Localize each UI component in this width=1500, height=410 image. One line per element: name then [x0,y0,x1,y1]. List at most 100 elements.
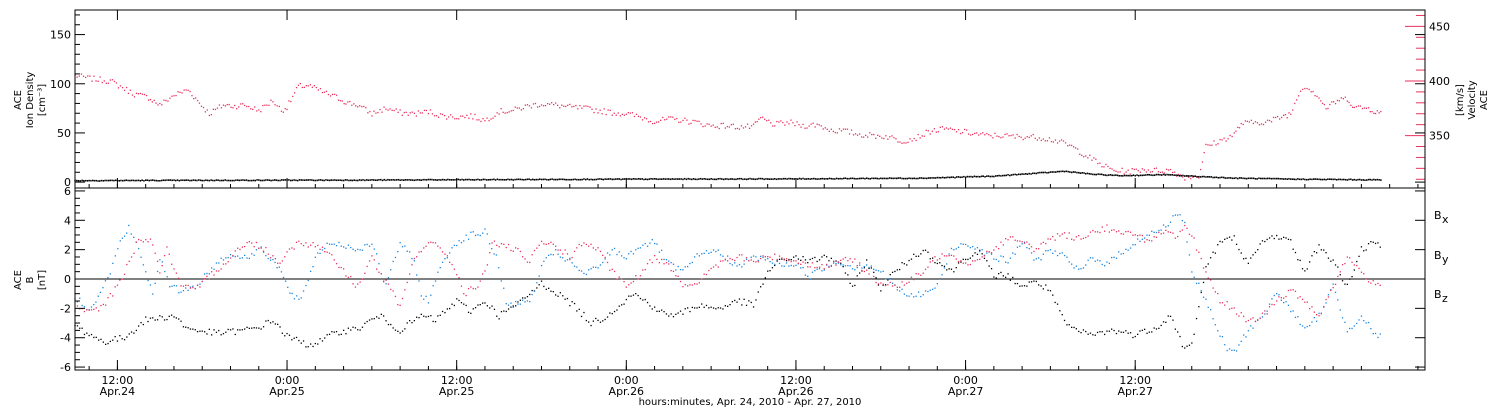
bx-point-90 [286,332,288,335]
bz-point-240 [639,275,642,277]
bz-point-153 [434,242,437,244]
density-point-276 [562,178,564,181]
bx-point-520 [1299,259,1301,262]
by-point-227 [606,252,609,254]
bx-point-133 [387,323,390,326]
density-point-692 [1297,178,1299,180]
by-point-259 [682,269,684,271]
by-point-151 [427,302,430,304]
by-point-398 [1009,257,1011,259]
bx-point-43 [175,317,177,319]
velocity-point-225 [524,104,526,106]
velocity-point-526 [1131,168,1133,170]
velocity-point-1 [76,76,78,78]
bz-point-10 [98,310,100,312]
velocity-point-550 [1180,174,1182,176]
velocity-point-97 [268,104,270,106]
density-point-628 [1184,175,1186,177]
bz-point-481 [1207,277,1209,279]
density-point-248 [512,179,514,181]
by-point-216 [580,270,583,272]
bz-point-48 [187,284,189,287]
bx-point-287 [750,301,752,304]
velocity-point-575 [1229,134,1231,137]
by-point-521 [1299,323,1301,326]
velocity-point-413 [903,142,905,144]
by-point-406 [1028,248,1030,250]
bz-point-109 [331,254,333,256]
density-point-61 [182,179,184,181]
bx-point-283 [741,304,743,306]
density-point-674 [1265,177,1267,180]
bz-point-408 [1035,248,1037,250]
by-point-288 [750,256,752,258]
time-axis-title: hours:minutes, Apr. 24, 2010 - Apr. 27, … [639,397,862,408]
by-point-414 [1047,250,1049,252]
by-point-183 [503,287,505,289]
velocity-point-392 [861,136,863,138]
velocity-point-581 [1240,122,1242,125]
velocity-point-284 [643,117,646,119]
density-point-222 [466,178,469,181]
bz-point-292 [762,255,764,257]
bx-point-291 [760,286,762,288]
velocity-point-387 [850,129,853,131]
bx-point-189 [519,299,521,301]
bx-point-226 [606,316,609,318]
by-point-522 [1301,325,1304,327]
bx-point-127 [373,318,375,320]
velocity-point-576 [1231,135,1233,138]
by-point-35 [156,270,159,273]
density-point-154 [346,179,348,181]
bx-point-432 [1092,334,1094,336]
bz-point-207 [562,253,564,255]
bz-point-215 [580,245,583,247]
bz-point-375 [957,260,960,263]
bz-point-218 [588,245,590,247]
density-point-491 [941,176,944,179]
velocity-point-71 [216,107,219,109]
density-point-584 [1106,174,1108,177]
bx-point-553 [1377,242,1379,244]
velocity-point-76 [226,104,228,106]
velocity-point-189 [452,116,454,118]
density-point-546 [1039,171,1041,174]
by-point-37 [161,261,163,263]
bx-point-46 [182,326,185,328]
bz-point-333 [859,262,861,264]
bz-point-297 [774,253,776,255]
bz-point-356 [913,278,915,281]
bz-point-451 [1137,235,1139,237]
density-point-289 [585,178,587,181]
density-point-690 [1293,178,1295,181]
by-point-382 [972,246,974,248]
velocity-point-38 [151,101,153,103]
density-point-548 [1042,171,1045,174]
by-point-462 [1160,229,1162,231]
bx-point-100 [310,343,312,345]
by-point-419 [1059,252,1061,255]
bz-point-172 [479,280,481,282]
by-point-23 [128,224,130,227]
velocity-point-619 [1316,95,1318,98]
density-point-582 [1102,174,1105,176]
velocity-point-445 [968,133,970,135]
by-point-341 [875,269,877,271]
density-point-598 [1131,174,1133,177]
density-point-356 [703,178,705,180]
by-point-248 [656,243,658,245]
density-point-279 [567,178,569,181]
bz-point-136 [394,295,397,298]
density-point-623 [1175,174,1177,176]
density-point-421 [818,178,820,180]
velocity-point-485 [1048,137,1051,139]
bx-point-483 [1212,251,1214,253]
velocity-point-633 [1342,98,1344,100]
velocity-point-307 [690,122,692,124]
by-point-358 [915,295,917,297]
bx-point-366 [936,262,938,265]
by-point-297 [771,262,774,264]
bz-point-442 [1115,231,1118,233]
bx-point-276 [724,305,726,307]
bz-point-130 [380,273,382,275]
